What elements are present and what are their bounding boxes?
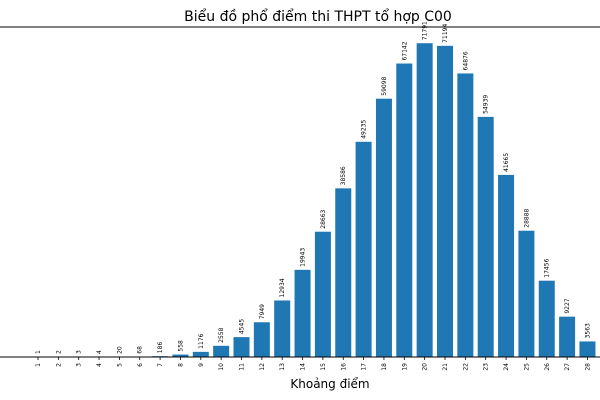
data-label-26: 17456 (544, 258, 551, 277)
data-label-15: 28663 (320, 209, 327, 228)
data-label-24: 41665 (503, 153, 510, 172)
x-tick-label-3: 3 (76, 363, 83, 367)
bar-22 (457, 73, 474, 357)
bar-20 (416, 43, 433, 358)
x-tick-label-7: 7 (157, 363, 164, 367)
x-tick-label-24: 24 (503, 363, 510, 371)
x-tick-label-8: 8 (177, 363, 184, 367)
bar-25 (518, 230, 535, 357)
x-tick-label-6: 6 (137, 363, 144, 367)
bar-18 (375, 98, 392, 357)
x-tick-label-16: 16 (340, 363, 347, 371)
bar-28 (579, 341, 596, 357)
chart-title: Biểu đồ phổ điểm thi THPT tổ hợp C00 (184, 8, 452, 25)
bar-9 (192, 351, 209, 357)
x-tick-label-21: 21 (442, 363, 449, 371)
x-tick-label-2: 2 (55, 363, 62, 367)
bar-21 (437, 45, 453, 357)
data-label-16: 38586 (340, 166, 347, 185)
x-tick-label-9: 9 (198, 363, 205, 367)
data-label-23: 54939 (483, 95, 490, 114)
data-label-9: 1176 (198, 333, 205, 348)
x-axis-label: Khoảng điểm (290, 377, 369, 391)
bar-10 (213, 345, 230, 357)
data-label-3: 3 (76, 350, 83, 354)
data-label-5: 20 (116, 346, 123, 354)
data-label-28: 3563 (584, 323, 591, 338)
x-tick-label-15: 15 (320, 363, 327, 371)
x-tick-label-23: 23 (483, 363, 490, 371)
x-tick-label-28: 28 (584, 363, 591, 371)
data-label-10: 2558 (218, 327, 225, 342)
data-label-13: 12934 (279, 278, 286, 297)
x-tick-label-20: 20 (422, 363, 429, 371)
bar-13 (274, 300, 291, 357)
bar-15 (314, 231, 331, 357)
data-label-12: 7949 (259, 304, 266, 319)
x-tick-label-5: 5 (116, 363, 123, 367)
data-label-6: 68 (137, 346, 144, 354)
x-tick-label-13: 13 (279, 363, 286, 371)
data-label-4: 4 (96, 350, 103, 354)
x-tick-label-18: 18 (381, 363, 388, 371)
x-tick-label-19: 19 (401, 363, 408, 371)
x-tick-label-14: 14 (300, 363, 307, 371)
bar-26 (538, 280, 555, 357)
data-label-17: 49235 (361, 120, 368, 139)
data-label-20: 71791 (422, 21, 429, 40)
data-label-19: 67142 (401, 41, 408, 60)
data-label-18: 59098 (381, 76, 388, 95)
x-tick-label-4: 4 (96, 363, 103, 367)
x-tick-label-12: 12 (259, 363, 266, 371)
data-label-1: 1 (35, 350, 42, 354)
data-label-11: 4545 (239, 319, 246, 334)
data-label-25: 28888 (523, 208, 530, 227)
bar-16 (335, 188, 352, 357)
x-tick-label-17: 17 (361, 363, 368, 371)
data-label-8: 558 (177, 340, 184, 352)
bar-19 (396, 63, 413, 357)
x-tick-label-22: 22 (462, 363, 469, 371)
plot-area: 1122334420568618675588117692558104545117… (35, 21, 596, 371)
x-tick-label-27: 27 (564, 363, 571, 371)
bar-8 (172, 354, 189, 357)
bar-23 (477, 116, 494, 358)
x-tick-label-25: 25 (523, 363, 530, 371)
x-tick-label-10: 10 (218, 363, 225, 371)
x-tick-label-11: 11 (239, 363, 246, 371)
bar-12 (253, 322, 270, 357)
data-label-2: 2 (55, 350, 62, 354)
x-tick-label-26: 26 (544, 363, 551, 371)
bar-24 (498, 174, 515, 357)
bar-17 (355, 141, 372, 357)
bar-27 (559, 316, 576, 357)
bar-11 (233, 337, 250, 357)
bar-14 (294, 269, 311, 357)
data-label-21: 71194 (442, 24, 449, 43)
data-label-7: 186 (157, 342, 164, 354)
data-label-27: 9227 (564, 298, 571, 313)
data-label-14: 19943 (300, 248, 307, 267)
x-tick-label-1: 1 (35, 363, 42, 367)
data-label-22: 64876 (462, 51, 469, 70)
